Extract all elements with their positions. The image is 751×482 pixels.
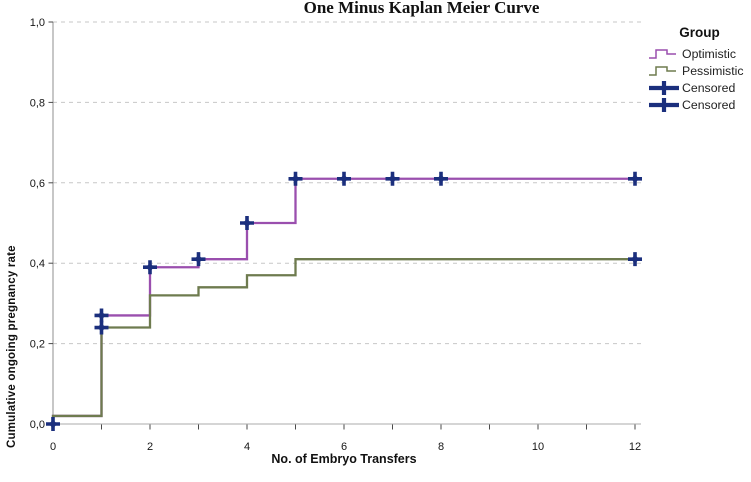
y-tick-label: 0,0 — [30, 419, 45, 431]
censored-marker — [143, 260, 157, 275]
pessimistic-curve — [51, 258, 635, 424]
legend-label-pessimistic: Pessimistic — [682, 63, 744, 78]
optimistic-step-line-icon — [648, 47, 682, 60]
y-tick-label: 0,4 — [30, 258, 45, 270]
legend-label-censored-2: Censored — [682, 97, 736, 112]
censored-plus-icon — [648, 97, 682, 113]
legend-label-optimistic: Optimistic — [682, 46, 736, 61]
x-tick-label: 6 — [341, 441, 347, 453]
censored-marker — [628, 171, 642, 186]
legend-item-pessimistic: Pessimistic — [648, 62, 751, 79]
legend: Group Optimistic Pessimistic Censored Ce… — [648, 25, 751, 113]
censored-marker — [434, 171, 448, 186]
y-tick-label: 0,8 — [30, 97, 45, 109]
x-tick-label: 12 — [629, 441, 641, 453]
censored-marker — [46, 417, 60, 431]
censored-marker — [240, 216, 254, 230]
chart-title: One Minus Kaplan Meier Curve — [303, 0, 540, 17]
optimistic-curve — [51, 177, 635, 424]
censored-marker — [628, 252, 642, 267]
y-tick-label: 1,0 — [30, 17, 45, 29]
censored-plus-icon — [648, 80, 682, 96]
censored-marker — [94, 308, 109, 323]
x-axis-title: No. of Embryo Transfers — [271, 452, 417, 466]
censored-marker — [191, 252, 206, 267]
y-tick-label: 0,2 — [30, 339, 45, 351]
censored-marker — [288, 171, 303, 186]
legend-label-censored-1: Censored — [682, 80, 736, 95]
x-tick-label: 10 — [532, 441, 544, 453]
pessimistic-step-line-icon — [648, 64, 682, 77]
legend-item-censored-1: Censored — [648, 79, 751, 96]
censored-marker — [385, 171, 400, 186]
y-tick-label: 0,6 — [30, 178, 45, 190]
x-tick-label: 2 — [147, 441, 153, 453]
legend-item-censored-2: Censored — [648, 96, 751, 113]
legend-title: Group — [679, 25, 720, 40]
censored-marker — [94, 320, 109, 335]
x-tick-label: 8 — [438, 441, 444, 453]
legend-item-optimistic: Optimistic — [648, 45, 751, 62]
x-tick-label: 0 — [50, 441, 56, 453]
x-tick-label: 4 — [244, 441, 250, 453]
censored-marker — [337, 171, 351, 186]
